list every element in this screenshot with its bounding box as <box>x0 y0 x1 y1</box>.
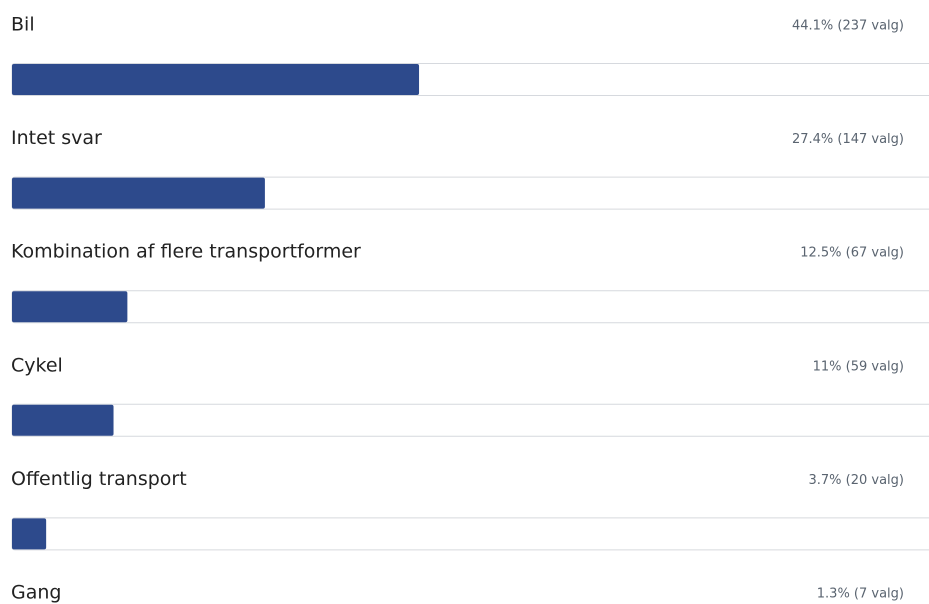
value-label: 44.1% (237 valg) <box>792 19 904 34</box>
category-label: Cykel <box>11 354 63 376</box>
bar <box>12 291 128 323</box>
value-label: 3.7% (20 valg) <box>808 473 904 488</box>
bar <box>12 404 114 436</box>
bar <box>12 64 420 95</box>
bar-track <box>11 403 929 437</box>
value-label: 11% (59 valg) <box>813 359 904 374</box>
category-label: Offentlig transport <box>11 468 187 490</box>
category-label: Kombination af flere transportformer <box>11 241 361 263</box>
value-label: 27.4% (147 valg) <box>792 132 904 147</box>
category-label: Intet svar <box>11 127 102 149</box>
bar <box>12 177 265 209</box>
bar-track <box>11 517 929 551</box>
value-label: 1.3% (7 valg) <box>817 587 904 602</box>
value-label: 12.5% (67 valg) <box>800 246 904 261</box>
category-label: Gang <box>11 582 61 604</box>
category-label: Bil <box>11 14 35 36</box>
bar-track <box>11 290 929 324</box>
bar <box>12 518 47 550</box>
